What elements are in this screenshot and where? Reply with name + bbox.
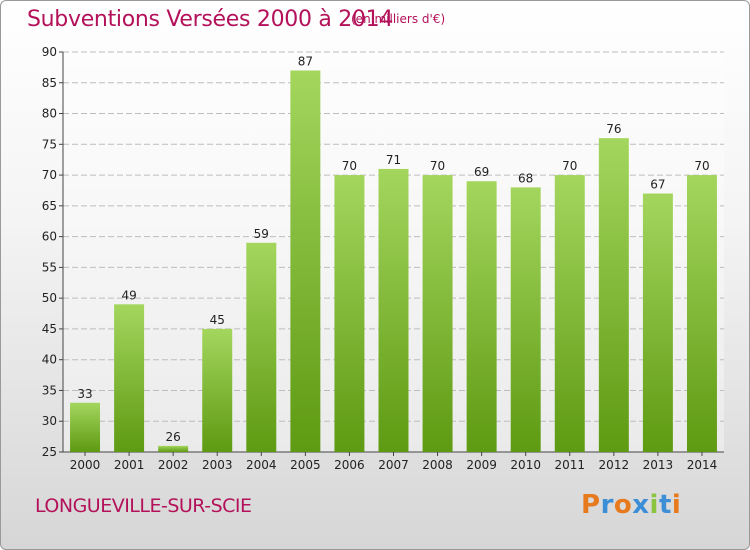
y-tick-label: 55 bbox=[42, 260, 57, 274]
bar bbox=[70, 402, 101, 452]
proxiti-logo: Proxiti bbox=[581, 490, 681, 520]
bar bbox=[114, 304, 145, 452]
y-tick-label: 25 bbox=[42, 445, 57, 459]
bar bbox=[642, 193, 673, 453]
x-tick-label: 2001 bbox=[114, 458, 145, 472]
y-tick-label: 40 bbox=[42, 353, 57, 367]
y-tick-label: 50 bbox=[42, 291, 57, 305]
bar bbox=[202, 328, 233, 452]
bar-value-label: 87 bbox=[298, 54, 313, 68]
bar-value-label: 68 bbox=[518, 171, 533, 185]
bar-value-label: 76 bbox=[606, 122, 621, 136]
y-tick-label: 70 bbox=[42, 168, 57, 182]
bar bbox=[554, 175, 585, 453]
x-tick-label: 2004 bbox=[246, 458, 277, 472]
bar-value-label: 67 bbox=[650, 178, 665, 192]
bar bbox=[290, 70, 321, 452]
commune-name: LONGUEVILLE-SUR-SCIE bbox=[35, 495, 252, 517]
x-tick-label: 2009 bbox=[466, 458, 497, 472]
x-tick-label: 2003 bbox=[202, 458, 233, 472]
x-tick-label: 2007 bbox=[378, 458, 409, 472]
logo-letter: o bbox=[613, 490, 633, 520]
y-tick-label: 35 bbox=[42, 383, 57, 397]
y-tick-label: 30 bbox=[42, 414, 57, 428]
bar bbox=[334, 175, 365, 453]
bar-value-label: 70 bbox=[430, 159, 445, 173]
x-tick-label: 2005 bbox=[290, 458, 321, 472]
chart-title: Subventions Versées 2000 à 2014 bbox=[27, 7, 394, 32]
y-tick-label: 45 bbox=[42, 322, 57, 336]
bar bbox=[246, 242, 277, 452]
y-tick-label: 80 bbox=[42, 107, 57, 121]
logo-letter: P bbox=[581, 490, 601, 520]
bar-value-label: 45 bbox=[210, 313, 225, 327]
x-tick-label: 2014 bbox=[687, 458, 718, 472]
chart-subtitle: (en milliers d'€) bbox=[351, 12, 446, 26]
y-tick-label: 90 bbox=[42, 45, 57, 59]
bar-value-label: 70 bbox=[562, 159, 577, 173]
bar-value-label: 49 bbox=[121, 288, 136, 302]
y-tick-label: 75 bbox=[42, 137, 57, 151]
x-tick-label: 2006 bbox=[334, 458, 365, 472]
bar-value-label: 33 bbox=[77, 387, 92, 401]
logo-letter: r bbox=[600, 490, 614, 520]
logo-letter: t bbox=[658, 490, 672, 520]
bar-value-label: 69 bbox=[474, 165, 489, 179]
bar-value-label: 26 bbox=[166, 430, 181, 444]
x-tick-label: 2012 bbox=[599, 458, 630, 472]
bar-value-label: 70 bbox=[694, 159, 709, 173]
y-tick-label: 85 bbox=[42, 76, 57, 90]
x-tick-label: 2011 bbox=[554, 458, 585, 472]
bar bbox=[158, 445, 189, 452]
x-tick-label: 2000 bbox=[70, 458, 101, 472]
bar bbox=[466, 181, 497, 452]
bar-value-label: 59 bbox=[254, 227, 269, 241]
bar bbox=[510, 187, 541, 452]
x-tick-label: 2008 bbox=[422, 458, 453, 472]
x-tick-label: 2013 bbox=[643, 458, 674, 472]
logo-letter: i bbox=[649, 490, 659, 520]
logo-letter: i bbox=[671, 490, 682, 520]
bar bbox=[598, 138, 629, 452]
x-tick-label: 2002 bbox=[158, 458, 189, 472]
y-tick-label: 65 bbox=[42, 199, 57, 213]
x-tick-label: 2010 bbox=[510, 458, 541, 472]
bar bbox=[422, 175, 453, 453]
bar bbox=[686, 175, 717, 453]
bar bbox=[378, 168, 409, 452]
y-tick-label: 60 bbox=[42, 230, 57, 244]
bar-value-label: 70 bbox=[342, 159, 357, 173]
bar-value-label: 71 bbox=[386, 153, 401, 167]
logo-letter: x bbox=[632, 490, 650, 520]
